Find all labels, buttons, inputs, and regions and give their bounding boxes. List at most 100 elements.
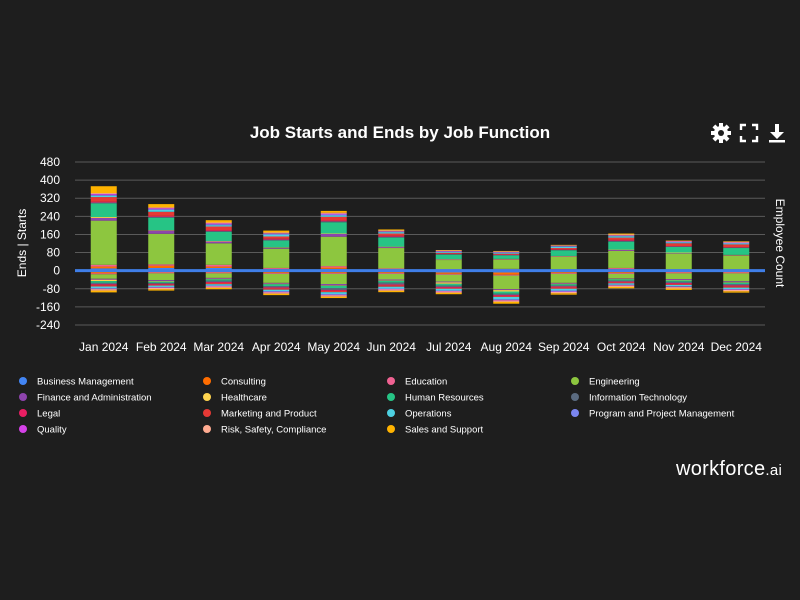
legend-item[interactable]: Information Technology xyxy=(571,393,687,404)
bar-segment-end xyxy=(378,282,405,285)
bar-segment xyxy=(148,217,175,231)
legend-item[interactable]: Quality xyxy=(19,425,67,436)
bar-segment xyxy=(263,267,290,269)
legend-item[interactable]: Marketing and Product xyxy=(203,409,317,420)
y-axis-title: Ends | Starts xyxy=(15,209,29,277)
settings-button[interactable] xyxy=(711,123,731,143)
bar-segment xyxy=(378,232,405,234)
legend-item[interactable]: Healthcare xyxy=(203,393,267,404)
bar-segment xyxy=(320,210,347,213)
bar-segment-end xyxy=(263,271,290,273)
bar-segment-end xyxy=(263,289,290,292)
y-tick-label: 0 xyxy=(53,264,60,278)
bar-segment-end xyxy=(263,288,290,290)
legend-item[interactable]: Business Management xyxy=(19,377,134,388)
download-icon xyxy=(769,124,785,143)
bar-segment-end xyxy=(205,272,232,274)
bar-segment xyxy=(90,220,117,265)
bar-segment xyxy=(90,193,117,194)
legend-label: Consulting xyxy=(221,377,266,388)
legend-label: Sales and Support xyxy=(405,425,484,436)
bar-segment xyxy=(90,194,117,196)
bar-segment xyxy=(723,241,750,243)
legend-item[interactable]: Program and Project Management xyxy=(571,409,735,420)
bar-segment xyxy=(378,230,405,232)
bar-segment xyxy=(493,255,520,259)
bar-segment xyxy=(148,207,175,209)
bar-segment-end xyxy=(435,287,462,289)
bar-segment xyxy=(90,203,117,218)
bar-segment xyxy=(608,236,635,238)
bar-segment xyxy=(90,266,117,269)
bar-segment-end xyxy=(90,289,117,291)
bar-segment xyxy=(378,247,405,249)
bar-segment xyxy=(493,252,520,254)
legend-item[interactable]: Finance and Administration xyxy=(19,393,152,404)
x-tick-label: Mar 2024 xyxy=(193,340,244,354)
x-tick-label: Aug 2024 xyxy=(481,340,533,354)
bar-segment xyxy=(608,267,635,269)
bar-segment xyxy=(435,252,462,254)
bar-segment-end xyxy=(665,287,692,289)
bar-segment xyxy=(90,197,117,202)
bar-segment-end xyxy=(550,273,577,283)
bar-segment-end xyxy=(148,272,175,274)
bar-segment-end xyxy=(723,289,750,292)
bar-segment xyxy=(435,251,462,253)
legend-item[interactable]: Operations xyxy=(387,409,452,420)
bar-segment-end xyxy=(608,285,635,287)
x-tick-label: Sep 2024 xyxy=(538,340,590,354)
bar-segment xyxy=(320,233,347,237)
bar-segment-end xyxy=(320,284,347,286)
bar-segment-end xyxy=(435,281,462,283)
bar-segment-end xyxy=(90,273,117,275)
legend-item[interactable]: Sales and Support xyxy=(387,425,484,436)
legend-label: Information Technology xyxy=(589,393,687,404)
bar-segment xyxy=(723,255,750,270)
bar-segment-end xyxy=(608,271,635,273)
bar-segment-end xyxy=(205,284,232,286)
bar-segment-end xyxy=(723,286,750,288)
bar-segment-end xyxy=(493,300,520,302)
bar-segment xyxy=(320,216,347,221)
bar-segment-end xyxy=(90,282,117,285)
bar-segment xyxy=(205,243,232,265)
legend-marker xyxy=(387,425,395,433)
fullscreen-button[interactable] xyxy=(739,123,759,143)
bar-segment-end xyxy=(493,299,520,301)
bar-segment-end xyxy=(435,292,462,295)
legend-label: Marketing and Product xyxy=(221,409,317,420)
legend-item[interactable]: Consulting xyxy=(203,377,266,388)
bar-segment xyxy=(550,248,577,250)
legend-marker xyxy=(571,393,579,401)
bar-segment xyxy=(148,265,175,268)
x-tick-label: Jul 2024 xyxy=(426,340,472,354)
bar-segment xyxy=(320,236,347,267)
legend-label: Finance and Administration xyxy=(37,393,152,404)
legend-item[interactable]: Risk, Safety, Compliance xyxy=(203,425,326,436)
bar-segment xyxy=(148,230,175,234)
legend-marker xyxy=(387,377,395,385)
legend-item[interactable]: Human Resources xyxy=(387,393,484,404)
bar-segment-end xyxy=(493,291,520,294)
legend-item[interactable]: Legal xyxy=(19,409,60,420)
bar-segment-end xyxy=(608,273,635,279)
legend-marker xyxy=(19,377,27,385)
legend: Business Management Consulting Education En… xyxy=(19,377,735,436)
bar-segment-end xyxy=(320,295,347,297)
bar-segment-end xyxy=(493,293,520,296)
legend-item[interactable]: Engineering xyxy=(571,377,640,388)
bar-segment-end xyxy=(608,281,635,283)
download-button[interactable] xyxy=(769,124,785,143)
bar-segment xyxy=(665,243,692,246)
bar-segment xyxy=(148,208,175,210)
grid-lines xyxy=(75,161,765,326)
bar-segment xyxy=(90,217,117,218)
bar-segment xyxy=(263,238,290,240)
x-tick-label: Oct 2024 xyxy=(597,340,646,354)
bar-segment xyxy=(263,248,290,268)
bar-segment xyxy=(263,236,290,239)
legend-item[interactable]: Education xyxy=(387,377,447,388)
bar-segment xyxy=(263,232,290,234)
bar-segment xyxy=(320,215,347,217)
